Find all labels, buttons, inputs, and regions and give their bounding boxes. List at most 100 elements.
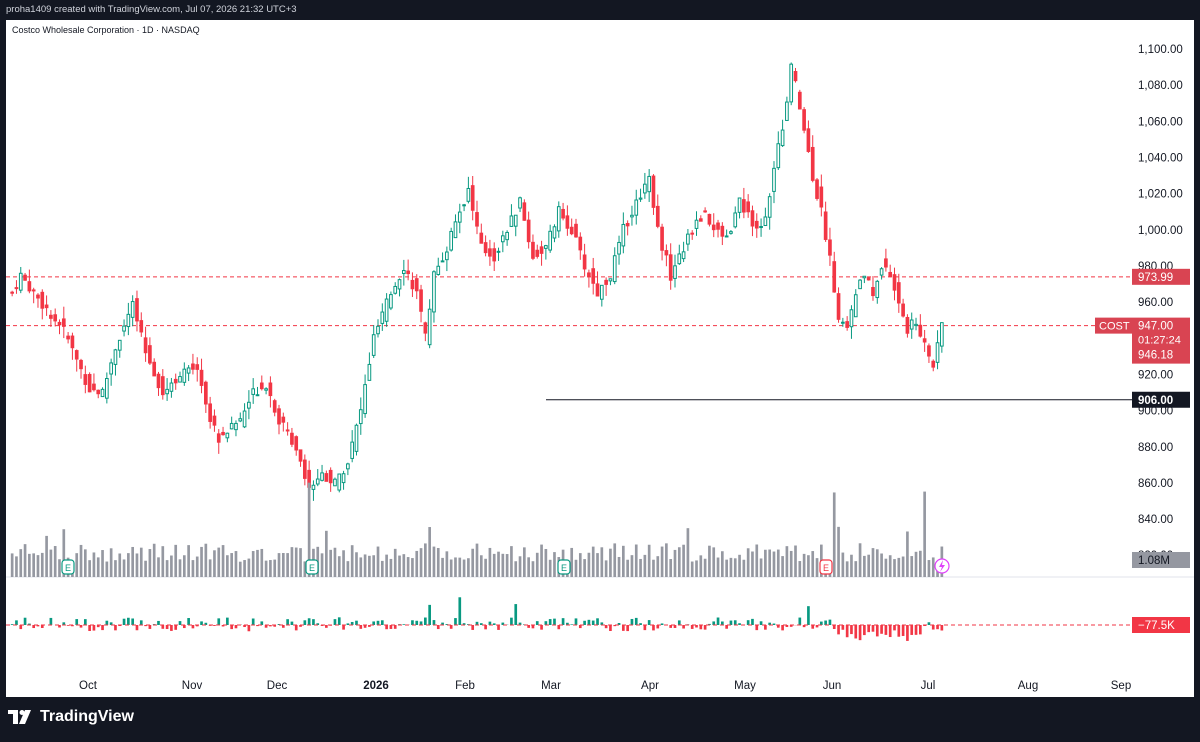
- delta-bar: [772, 623, 776, 625]
- delta-bar: [105, 620, 109, 625]
- delta-bar: [114, 625, 117, 631]
- candle-body: [918, 324, 923, 337]
- candle-body: [759, 226, 763, 229]
- candle-body: [591, 268, 596, 284]
- volume-bar: [174, 544, 178, 577]
- delta-bar: [191, 625, 195, 629]
- delta-bar: [660, 623, 664, 625]
- volume-bar: [62, 529, 66, 577]
- candle-body: [79, 359, 83, 370]
- volume-bar: [118, 553, 122, 577]
- candle-body: [139, 320, 144, 333]
- candle-body: [707, 213, 712, 225]
- volume-bar: [234, 551, 238, 577]
- volume-bar: [152, 543, 156, 577]
- delta-bar: [854, 625, 858, 639]
- volume-bar: [901, 556, 905, 577]
- candle-body: [393, 285, 398, 294]
- flash-bolt-icon: [939, 560, 945, 572]
- delta-bar: [708, 623, 711, 625]
- candle-body: [414, 278, 419, 292]
- candle-body: [677, 253, 682, 265]
- delta-bar: [798, 617, 802, 625]
- delta-bar: [488, 621, 492, 625]
- y-tick-label: 880.00: [1138, 442, 1173, 454]
- delta-bar: [497, 625, 500, 630]
- volume-bar: [591, 546, 595, 577]
- delta-bar: [312, 619, 315, 625]
- candle-body: [698, 218, 703, 222]
- candle-body: [690, 232, 695, 235]
- earnings-marker-icon: [61, 559, 75, 575]
- brand-logo[interactable]: TradingView: [8, 708, 134, 726]
- candle-body: [914, 323, 918, 327]
- delta-bar: [195, 625, 199, 627]
- volume-bar: [398, 555, 401, 577]
- delta-bar: [807, 606, 810, 625]
- volume-bar: [553, 552, 556, 577]
- delta-bar: [471, 625, 475, 630]
- delta-bar: [83, 619, 87, 625]
- delta-bar: [738, 623, 741, 625]
- delta-bar: [62, 622, 66, 625]
- volume-bar: [337, 556, 341, 577]
- candle-body: [500, 235, 505, 243]
- delta-bar: [566, 622, 569, 625]
- volume-bar: [708, 545, 711, 577]
- volume-bar: [45, 535, 48, 577]
- volume-bar: [768, 549, 772, 577]
- volume-bar: [109, 548, 113, 577]
- volume-bar: [79, 544, 83, 577]
- delta-bar: [157, 620, 160, 625]
- earnings-marker-icon: [557, 559, 571, 575]
- candle-body: [849, 309, 854, 328]
- volume-bar: [385, 554, 388, 577]
- candle-body: [204, 381, 208, 405]
- delta-bar: [415, 620, 419, 625]
- candle-body: [371, 334, 376, 356]
- volume-bar: [187, 545, 190, 577]
- chart-panel[interactable]: Costco Wholesale Corporation · 1D · NASD…: [6, 20, 1194, 697]
- chart-svg[interactable]: 1,100.00 1,080.00 1,060.00 1,040.00 1,020.00…: [6, 20, 1194, 697]
- candle-body: [767, 196, 772, 218]
- volume-bar: [927, 560, 931, 577]
- volume-bar: [122, 559, 126, 577]
- volume-bar: [570, 547, 574, 577]
- volume-bar: [574, 559, 578, 577]
- candle-body: [315, 478, 320, 485]
- delta-bar: [570, 624, 574, 625]
- volume-bar: [101, 550, 104, 577]
- candle-body: [57, 321, 62, 326]
- candle-body: [247, 401, 251, 409]
- volume-bar: [583, 559, 586, 577]
- volume-bar: [58, 559, 61, 577]
- delta-bar: [247, 625, 251, 632]
- volume-bar: [716, 557, 720, 577]
- delta-bar: [729, 620, 733, 625]
- candle-body: [737, 197, 742, 213]
- candle-body: [191, 363, 195, 370]
- candle-body: [186, 367, 191, 374]
- volume-bar: [393, 548, 397, 577]
- candle-body: [324, 473, 329, 482]
- delta-bar: [669, 625, 673, 628]
- volume-bar: [475, 543, 479, 577]
- delta-bar: [643, 625, 647, 631]
- x-tick-label: Feb: [455, 680, 475, 692]
- delta-bar: [583, 620, 586, 625]
- volume-bar: [105, 561, 109, 577]
- candle-body: [518, 197, 522, 209]
- volume-bar: [467, 558, 470, 577]
- volume-bar: [742, 559, 746, 577]
- delta-bar: [927, 622, 931, 625]
- candle-body: [328, 469, 333, 484]
- candle-body: [647, 175, 652, 193]
- y-tick-label: 860.00: [1138, 478, 1173, 490]
- delta-bar: [269, 625, 272, 627]
- delta-bar: [677, 620, 681, 625]
- candle-body: [681, 251, 686, 260]
- volume-bar: [135, 553, 139, 577]
- volume-bar: [841, 552, 845, 577]
- ticker-badge: COST: [1099, 321, 1130, 333]
